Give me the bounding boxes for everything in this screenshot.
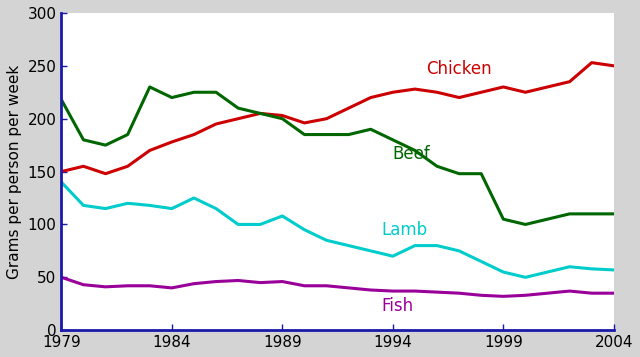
Text: Beef: Beef [393, 145, 431, 163]
Text: Lamb: Lamb [382, 221, 428, 239]
Text: Fish: Fish [382, 297, 414, 315]
Text: Chicken: Chicken [426, 60, 492, 78]
Y-axis label: Grams per person per week: Grams per person per week [7, 65, 22, 279]
